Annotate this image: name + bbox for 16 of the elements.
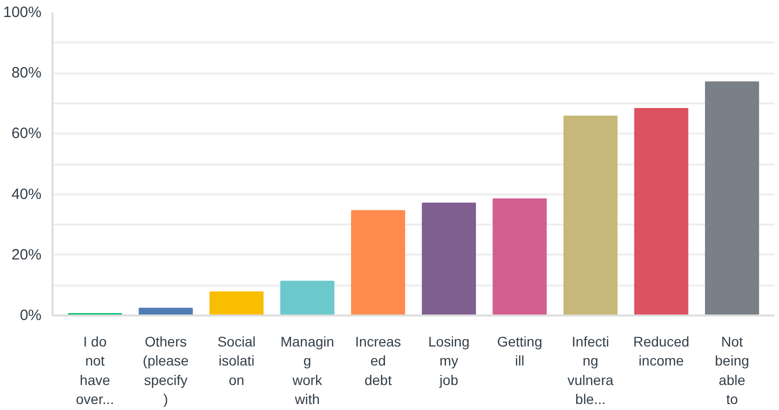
x-tick-label: Losing my job — [428, 334, 470, 388]
y-tick-label: 100% — [3, 4, 42, 21]
x-tick-label: Infecti ng vulnera ble... — [568, 334, 614, 408]
y-tick-label: 80% — [11, 64, 42, 82]
x-tick-label: Getting ill — [497, 334, 542, 369]
y-tick-label: 0% — [20, 307, 42, 324]
y-tick-label: 20% — [11, 246, 42, 264]
x-tick-label: Increas ed debt — [355, 334, 402, 388]
x-tick-label: Others (please specify ) — [142, 334, 189, 408]
y-tick-label: 40% — [11, 186, 42, 203]
y-tick-label: 60% — [11, 125, 42, 142]
x-tick-label: Managin g work with — [280, 334, 334, 408]
x-tick-label: Not being able to — [714, 334, 750, 408]
x-tick-label: I do not have over... — [76, 334, 114, 408]
x-tick-label: Social isolati on — [217, 334, 256, 388]
x-tick-label: Reduced income — [633, 334, 690, 369]
